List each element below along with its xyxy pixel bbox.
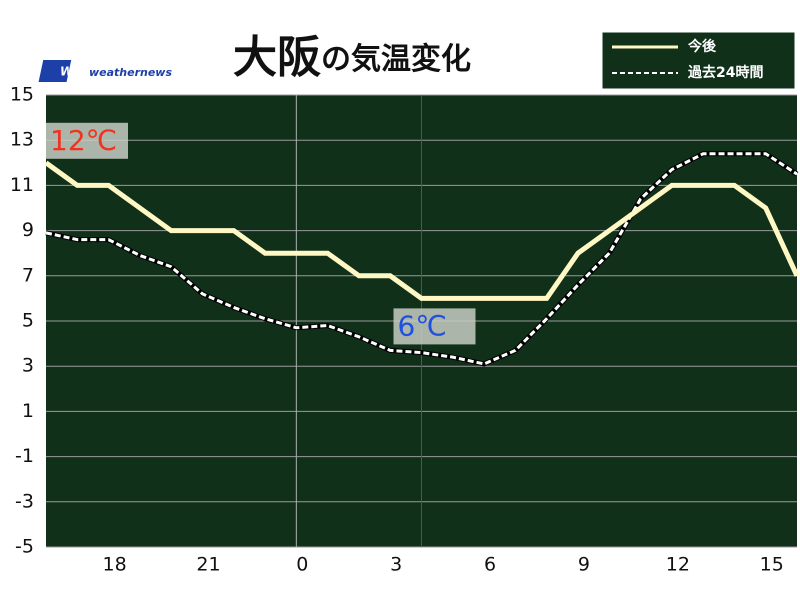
- chart-title: 大阪の気温変化: [233, 32, 471, 83]
- y-tick-label: -3: [15, 490, 34, 512]
- title-suffix: の気温変化: [321, 42, 471, 77]
- annotation-bg: [393, 308, 476, 345]
- y-tick-label: 5: [22, 310, 34, 332]
- logo-text: weathernews: [89, 66, 172, 79]
- legend-label: 今後: [687, 38, 717, 55]
- annotation-text: 12℃: [50, 124, 117, 157]
- series-line: [44, 160, 800, 301]
- y-tick-label: 11: [10, 174, 34, 196]
- y-tick-label: 15: [10, 84, 34, 106]
- y-tick-label: 7: [22, 264, 34, 286]
- y-tick-label: 3: [22, 355, 34, 377]
- title-main: 大阪: [233, 32, 321, 83]
- x-tick-label: 9: [578, 554, 590, 576]
- x-tick-label: 12: [666, 554, 690, 576]
- logo-icon: [38, 60, 72, 82]
- y-tick-label: 1: [22, 400, 34, 422]
- logo: WN weathernews: [38, 60, 172, 82]
- x-tick-label: 18: [102, 554, 126, 576]
- x-tick-label: 3: [390, 554, 402, 576]
- x-tick-label: 21: [196, 554, 220, 576]
- y-tick-label: 9: [22, 219, 34, 241]
- series-line: [45, 152, 798, 366]
- x-tick-label: 0: [296, 554, 308, 576]
- x-tick-label: 15: [760, 554, 784, 576]
- annotation: 6℃: [393, 308, 476, 345]
- legend: [601, 31, 796, 90]
- y-tick-label: -5: [15, 536, 34, 558]
- y-tick-label: 13: [10, 129, 34, 151]
- annotation-bg: [46, 122, 128, 159]
- y-tick-label: -1: [15, 445, 34, 467]
- x-tick-label: 6: [484, 554, 496, 576]
- annotation-text: 6℃: [398, 309, 447, 342]
- logo-icon-text: WN: [60, 65, 83, 79]
- annotation: 12℃: [46, 122, 128, 159]
- legend-label: 過去24時間: [687, 64, 763, 81]
